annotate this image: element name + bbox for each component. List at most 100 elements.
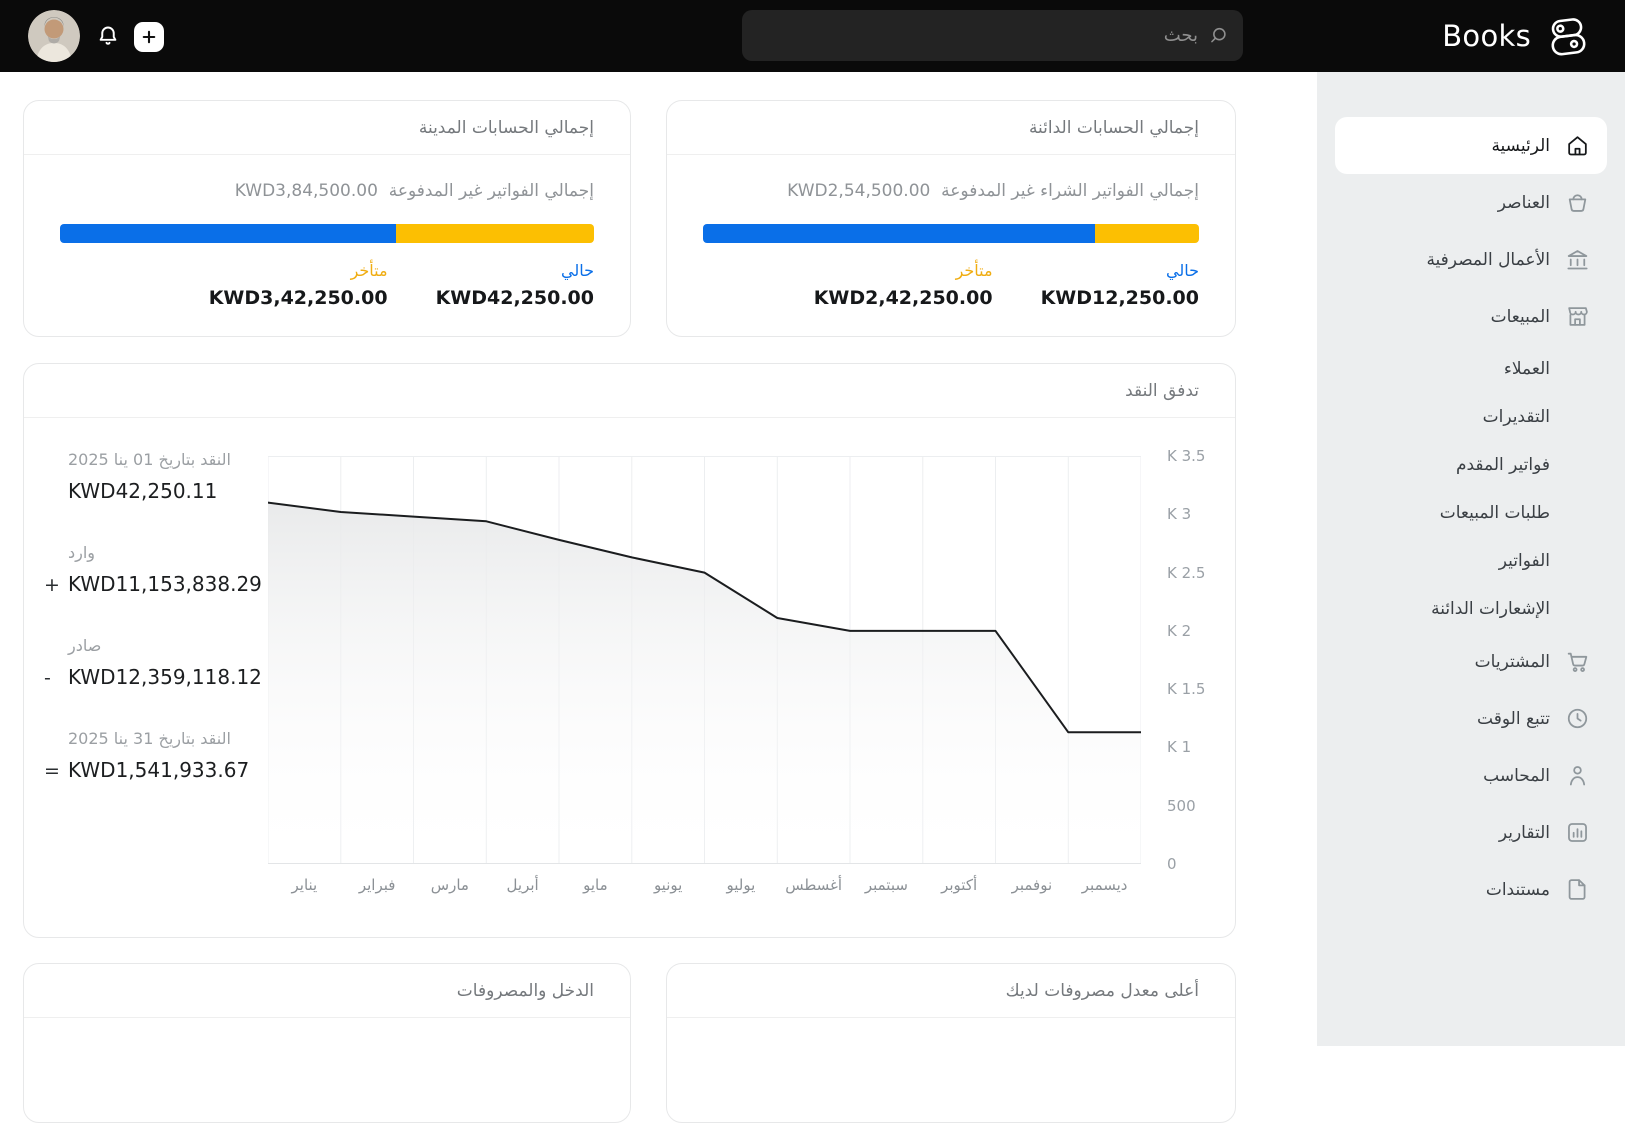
sidebar: الرئيسية العناصر الأعمال المصرفية المبيعات ا… — [1317, 72, 1625, 1046]
topbar: Books — [0, 0, 1625, 72]
overdue-amount: KWD3,42,250.00 — [208, 287, 388, 309]
sidebar-item-label: طلبات المبيعات — [1439, 503, 1550, 523]
sidebar-item-label: مستندات — [1485, 879, 1550, 900]
month-label: أبريل — [506, 876, 539, 894]
y-tick: K 2.5 — [1167, 563, 1206, 582]
clock-icon — [1564, 706, 1590, 732]
search-bar[interactable] — [742, 10, 1243, 61]
current-amount: KWD42,250.00 — [435, 287, 594, 309]
sidebar-item-label: التقديرات — [1482, 407, 1550, 427]
current-block: حالي KWD12,250.00 — [1041, 261, 1199, 309]
current-segment — [703, 224, 1095, 243]
sidebar-item-5[interactable]: العملاء — [1335, 345, 1607, 393]
main-content: إجمالي الحسابات المدينة إجمالي الفواتير … — [0, 72, 1317, 1123]
summary-sign: + — [44, 574, 60, 596]
y-tick: K 1.5 — [1167, 680, 1206, 699]
sidebar-item-label: التقارير — [1498, 822, 1550, 843]
bell-icon[interactable] — [95, 24, 121, 50]
receivables-progress-bar — [60, 224, 594, 243]
summary-sign: - — [44, 667, 51, 689]
sidebar-item-label: فواتير المقدم — [1455, 455, 1550, 475]
card-title: إجمالي الحسابات الدائنة — [667, 101, 1235, 155]
sidebar-item-12[interactable]: تتبع الوقت — [1335, 690, 1607, 747]
search-icon — [1208, 25, 1229, 46]
overdue-block: متأخر KWD3,42,250.00 — [209, 261, 388, 309]
sidebar-item-6[interactable]: التقديرات — [1335, 393, 1607, 441]
icon-slot-empty — [1564, 452, 1590, 478]
overdue-segment — [396, 224, 594, 243]
sidebar-item-2[interactable]: العناصر — [1335, 174, 1607, 231]
unpaid-bills-total: إجمالي الفواتير الشراء غير المدفوعة KWD2… — [787, 181, 1199, 201]
sidebar-item-10[interactable]: الإشعارات الدائنة — [1335, 585, 1607, 633]
sidebar-item-9[interactable]: الفواتير — [1335, 537, 1607, 585]
overdue-segment — [1094, 224, 1199, 243]
summary-value: KWD12,359,118.12 — [68, 665, 262, 689]
sidebar-item-3[interactable]: الأعمال المصرفية — [1335, 231, 1607, 288]
cashflow-summary-item-1: النقد بتاريخ 01 ينا 2025 KWD42,250.11 — [44, 448, 272, 503]
chart-x-axis: يناير فبراير مارس أبريل مايو يونيو يوليو أغسطس س… — [268, 872, 1141, 898]
summary-label: صادر — [68, 636, 102, 655]
cashflow-summary-item-2: وارد + KWD11,153,838.29 — [44, 541, 272, 596]
cash-flow-card: تدفق النقد النقد بتاريخ 01 ينا 2025 KWD42… — [23, 363, 1236, 938]
sidebar-item-label: تتبع الوقت — [1477, 708, 1550, 729]
avatar-photo — [28, 10, 80, 62]
sidebar-item-11[interactable]: المشتريات — [1335, 633, 1607, 690]
summary-value: KWD1,541,933.67 — [68, 758, 250, 782]
month-label: أغسطس — [785, 876, 843, 894]
sidebar-item-8[interactable]: طلبات المبيعات — [1335, 489, 1607, 537]
sidebar-item-14[interactable]: التقارير — [1335, 804, 1607, 861]
month-label: نوفمبر — [1011, 876, 1053, 894]
icon-slot-empty — [1564, 500, 1590, 526]
month-label: يونيو — [653, 876, 683, 894]
overdue-amount: KWD2,42,250.00 — [813, 287, 993, 309]
y-tick: K 3.5 — [1167, 447, 1206, 465]
plus-icon — [142, 30, 156, 44]
user-avatar[interactable] — [28, 10, 80, 62]
sidebar-item-15[interactable]: مستندات — [1335, 861, 1607, 918]
chart-y-axis: K 3.5 K 3 K 2.5 K 2 K 1.5 K 1 500 0 — [1159, 447, 1229, 873]
quick-create-button[interactable] — [134, 22, 164, 52]
y-tick: K 3 — [1167, 505, 1192, 524]
month-label: سبتمبر — [864, 876, 908, 894]
summary-label: النقد بتاريخ 31 ينا 2025 — [68, 729, 231, 748]
card-title: أعلى معدل مصروفات لديك — [667, 964, 1235, 1018]
summary-label: النقد بتاريخ 01 ينا 2025 — [68, 450, 231, 469]
y-tick: 0 — [1167, 855, 1177, 873]
payables-progress-bar — [703, 224, 1199, 243]
y-tick: K 1 — [1167, 738, 1192, 757]
cart-icon — [1564, 649, 1590, 675]
bank-icon — [1564, 247, 1590, 273]
summary-label: وارد — [68, 543, 96, 562]
card-title: الدخل والمصروفات — [24, 964, 630, 1018]
icon-slot-empty — [1564, 404, 1590, 430]
sidebar-item-13[interactable]: المحاسب — [1335, 747, 1607, 804]
sidebar-item-label: المبيعات — [1490, 306, 1550, 327]
basket-icon — [1564, 190, 1590, 216]
icon-slot-empty — [1564, 356, 1590, 382]
month-label: أكتوبر — [941, 876, 978, 894]
income-expenses-card: الدخل والمصروفات — [23, 963, 631, 1123]
books-logo-icon — [1545, 14, 1590, 59]
overdue-label: متأخر — [955, 261, 993, 280]
sidebar-item-label: الأعمال المصرفية — [1426, 249, 1550, 270]
sidebar-item-7[interactable]: فواتير المقدم — [1335, 441, 1607, 489]
sidebar-item-4[interactable]: المبيعات — [1335, 288, 1607, 345]
sidebar-item-label: العملاء — [1503, 359, 1550, 379]
cashflow-chart — [268, 456, 1141, 864]
top-expenses-card: أعلى معدل مصروفات لديك — [666, 963, 1236, 1123]
sidebar-item-1[interactable]: الرئيسية — [1335, 117, 1607, 174]
summary-value: KWD42,250.11 — [68, 479, 218, 503]
sidebar-item-label: المحاسب — [1483, 765, 1550, 786]
month-label: ديسمبر — [1081, 876, 1128, 894]
home-icon — [1564, 133, 1590, 159]
summary-sign: = — [44, 760, 60, 782]
search-input[interactable] — [756, 25, 1198, 46]
cashflow-summary-item-4: النقد بتاريخ 31 ينا 2025 = KWD1,541,933.67 — [44, 727, 272, 782]
current-block: حالي KWD42,250.00 — [436, 261, 594, 309]
y-tick: 500 — [1167, 796, 1196, 815]
document-icon — [1564, 877, 1590, 903]
current-amount: KWD12,250.00 — [1040, 287, 1199, 309]
unpaid-invoices-total: إجمالي الفواتير غير المدفوعة KWD3,84,500… — [234, 181, 594, 201]
person-icon — [1564, 763, 1590, 789]
y-tick: K 2 — [1167, 621, 1192, 640]
